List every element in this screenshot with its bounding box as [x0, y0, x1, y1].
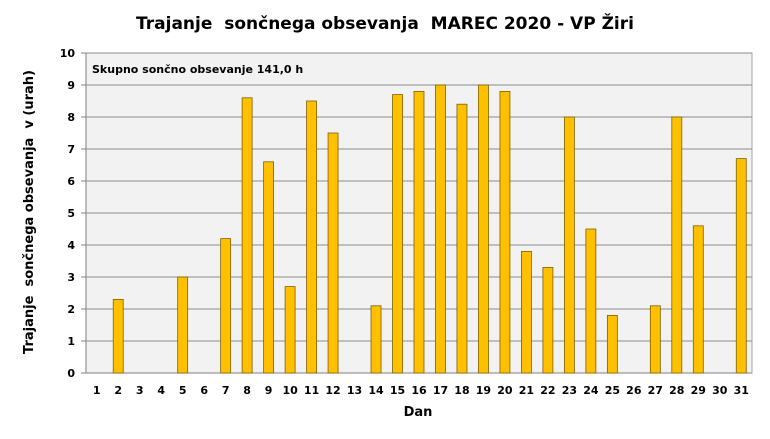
y-tick-label-0: 0: [67, 367, 75, 380]
x-tick-label-9: 9: [265, 384, 273, 397]
x-tick-label-10: 10: [282, 384, 298, 397]
bar-day-23: [563, 116, 575, 374]
x-tick-label-26: 26: [626, 384, 642, 397]
bar-day-25: [606, 314, 618, 374]
x-tick-label-12: 12: [325, 384, 340, 397]
x-tick-label-25: 25: [605, 384, 620, 397]
x-tick-label-1: 1: [93, 384, 101, 397]
bar-day-9: [263, 161, 275, 374]
y-tick-label-4: 4: [67, 239, 75, 252]
x-tick-label-29: 29: [691, 384, 706, 397]
x-tick-label-11: 11: [304, 384, 319, 397]
x-tick-label-17: 17: [433, 384, 448, 397]
x-tick-label-3: 3: [136, 384, 144, 397]
bar-day-18: [456, 103, 468, 374]
y-tick-label-3: 3: [67, 271, 75, 284]
y-tick-labels: 0 1 2 3 4 5 6 7 8 9 10: [60, 47, 76, 380]
y-tick-label-10: 10: [60, 47, 76, 60]
x-tick-label-18: 18: [454, 384, 469, 397]
x-tick-label-4: 4: [157, 384, 165, 397]
x-tick-label-19: 19: [476, 384, 491, 397]
y-axis-title: Trajanje sončnega obsevanja v (urah): [22, 70, 37, 354]
bar-day-31: [735, 158, 747, 374]
bar-day-12: [327, 132, 339, 374]
chart-title: Trajanje sončnega obsevanja MAREC 2020 -…: [136, 12, 634, 34]
bar-day-15: [392, 94, 403, 374]
bars: [112, 84, 747, 374]
x-tick-label-21: 21: [519, 384, 534, 397]
x-tick-label-2: 2: [114, 384, 122, 397]
bar-day-21: [521, 250, 532, 374]
y-tick-label-9: 9: [67, 79, 75, 92]
bar-day-27: [649, 305, 661, 374]
x-axis-title: Dan: [404, 405, 433, 420]
y-tick-label-5: 5: [67, 207, 75, 220]
y-tick-label-1: 1: [67, 335, 75, 348]
y-tick-label-6: 6: [67, 175, 75, 188]
x-tick-label-28: 28: [669, 384, 684, 397]
x-tick-label-22: 22: [540, 384, 555, 397]
bar-day-2: [112, 298, 124, 374]
y-tick-label-8: 8: [67, 111, 75, 124]
x-tick-label-20: 20: [497, 384, 513, 397]
x-tick-label-6: 6: [200, 384, 208, 397]
bar-day-10: [284, 286, 296, 374]
x-tick-label-13: 13: [347, 384, 362, 397]
x-tick-label-27: 27: [648, 384, 663, 397]
x-tick-label-5: 5: [179, 384, 187, 397]
x-tick-label-23: 23: [562, 384, 577, 397]
x-tick-label-15: 15: [390, 384, 405, 397]
bar-day-16: [413, 91, 425, 374]
bar-day-8: [241, 97, 253, 374]
bar-day-29: [692, 225, 704, 374]
x-tick-label-8: 8: [243, 384, 251, 397]
x-tick-labels: 1 2 3 4 5 6 7 8 9 10 11 12 13 14 15 16 17 18 19 20 21 22 23 24 2…: [93, 384, 749, 397]
bar-day-19: [478, 84, 489, 374]
bar-day-20: [499, 91, 511, 374]
bar-day-24: [585, 228, 597, 374]
bar-day-22: [542, 266, 554, 374]
bar-day-28: [671, 116, 683, 374]
x-tick-label-30: 30: [712, 384, 728, 397]
total-annotation: Skupno sončno obsevanje 141,0 h: [92, 63, 303, 76]
bar-day-11: [306, 100, 317, 374]
x-tick-label-24: 24: [583, 384, 599, 397]
y-tick-label-7: 7: [67, 143, 75, 156]
x-tick-label-7: 7: [222, 384, 230, 397]
bar-day-14: [370, 305, 382, 374]
x-tick-label-16: 16: [411, 384, 427, 397]
x-tick-label-31: 31: [734, 384, 749, 397]
x-tick-label-14: 14: [368, 384, 384, 397]
y-tick-label-2: 2: [67, 303, 75, 316]
bar-day-17: [435, 84, 446, 374]
bar-day-7: [220, 238, 232, 374]
bar-day-5: [177, 276, 189, 374]
